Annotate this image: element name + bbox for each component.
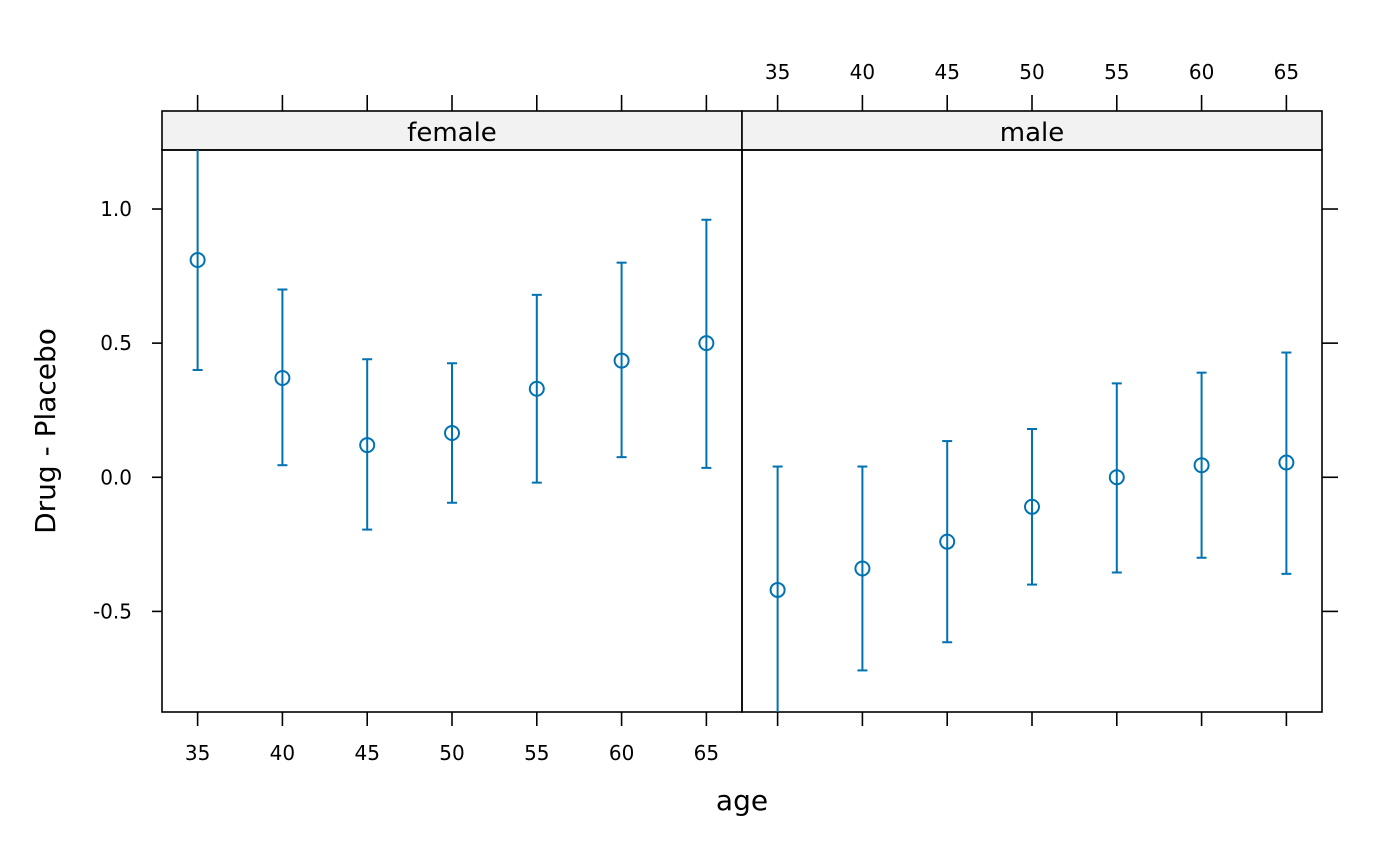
x-tick-label-top: 45 [934, 60, 959, 84]
estimate-point [444, 425, 460, 442]
error-bar-female-45 [359, 358, 376, 531]
estimate-point [274, 370, 291, 387]
estimate-point [939, 533, 956, 550]
axes: -0.5 0.0 0.5 1.0 35 40 45 50 55 60 65 35 40 45 50 55 60 6… [93, 60, 1338, 765]
estimate-point [698, 335, 715, 352]
y-tick-label: 0.0 [100, 465, 132, 489]
error-bar-male-55 [1108, 382, 1125, 574]
x-tick-label-top: 60 [1189, 60, 1214, 84]
error-bar-female-40 [274, 288, 291, 467]
strip-label-male: male [1000, 118, 1064, 148]
estimate-point [1024, 498, 1040, 515]
estimate-point [359, 437, 376, 454]
estimate-point [1193, 457, 1210, 474]
x-tick-label-top: 50 [1019, 60, 1044, 84]
x-tick-label-bottom: 50 [439, 741, 464, 765]
x-tick-label-top: 40 [850, 60, 875, 84]
x-tick-label-top: 55 [1104, 60, 1129, 84]
estimate-point [1278, 454, 1295, 471]
strip-label-female: female [407, 118, 497, 148]
strip-female [161, 110, 743, 151]
error-bar-male-65 [1278, 351, 1295, 575]
x-tick-label-bottom: 45 [354, 741, 379, 765]
y-axis-title: Drug - Placebo [29, 328, 62, 534]
x-axis-title: age [716, 784, 768, 817]
estimate-point [1108, 469, 1125, 486]
y-tick-label: -0.5 [93, 599, 132, 623]
estimate-point [528, 380, 545, 397]
estimate-point [769, 581, 786, 598]
x-tick-label-top: 65 [1274, 60, 1299, 84]
estimate-point [854, 560, 871, 577]
y-tick-label: 0.5 [100, 331, 132, 355]
error-bar-male-50 [1024, 427, 1040, 586]
strip-male [741, 110, 1323, 151]
error-bar-female-65 [698, 218, 715, 469]
error-bar-male-40 [854, 465, 871, 672]
error-bar-male-35 [769, 465, 786, 712]
x-tick-label-bottom: 60 [609, 741, 634, 765]
x-tick-label-bottom: 55 [524, 741, 549, 765]
y-tick-label: 1.0 [100, 197, 132, 221]
panel-frames: female male [161, 110, 1323, 713]
x-tick-label-bottom: 65 [694, 741, 719, 765]
error-bar-female-35 [189, 150, 206, 371]
estimate-point [189, 251, 206, 268]
x-tick-label-bottom: 35 [185, 741, 210, 765]
error-bar-male-60 [1193, 371, 1210, 559]
error-bar-female-50 [444, 362, 460, 504]
estimate-point [613, 352, 630, 369]
x-tick-label-top: 35 [765, 60, 790, 84]
error-bar-male-45 [939, 440, 956, 644]
data-marks [189, 150, 1295, 712]
error-bar-female-55 [528, 293, 545, 484]
x-tick-label-bottom: 40 [270, 741, 295, 765]
error-bar-female-60 [613, 261, 630, 459]
